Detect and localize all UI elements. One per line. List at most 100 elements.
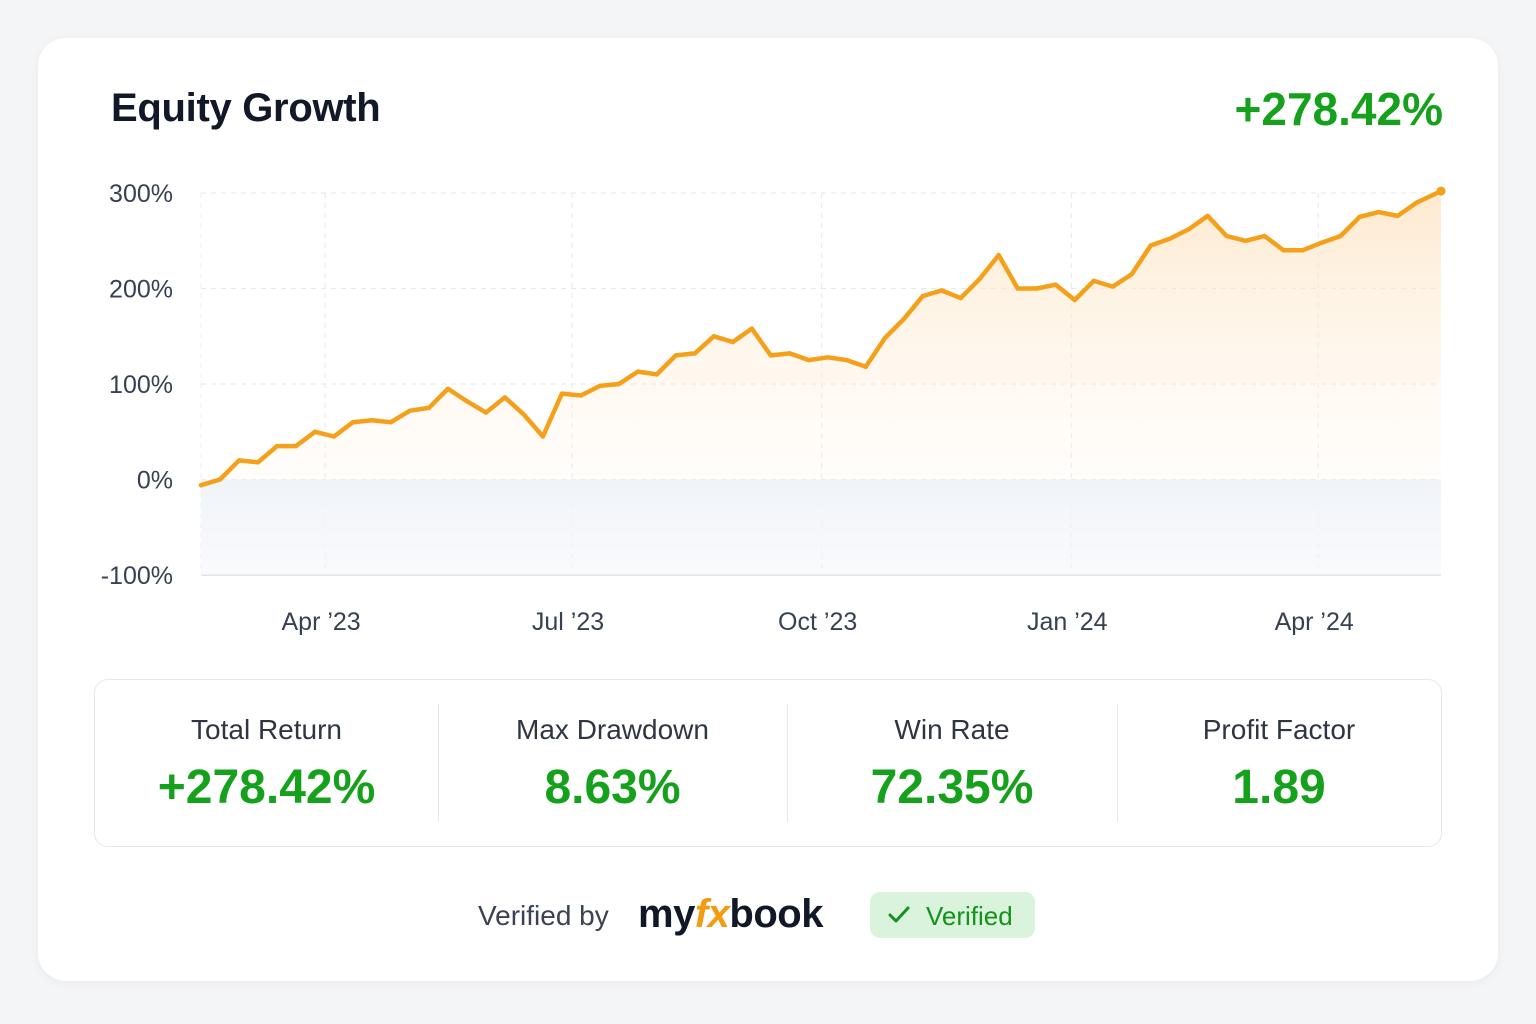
data-point: [1281, 248, 1286, 253]
below-zero-shade: [201, 479, 1441, 575]
y-tick-label: 200%: [109, 276, 173, 304]
y-tick-label: 300%: [109, 180, 173, 208]
x-tick-label: Jul ’23: [532, 608, 604, 636]
data-point: [559, 391, 565, 396]
data-point: [426, 405, 432, 411]
check-icon: [888, 906, 910, 923]
data-point: [882, 336, 887, 341]
data-point: [388, 420, 394, 425]
data-point: [1395, 213, 1400, 219]
data-point: [806, 357, 811, 363]
data-point: [540, 434, 546, 439]
equity-area: [201, 191, 1441, 486]
chart-title: Equity Growth: [111, 86, 381, 130]
data-point: [825, 355, 830, 360]
data-point: [749, 326, 754, 331]
stat-max-drawdown: Max Drawdown 8.63%: [438, 680, 787, 846]
stat-value: 72.35%: [870, 761, 1034, 814]
data-point: [1129, 272, 1134, 277]
verified-by-text: Verified by: [478, 900, 609, 931]
end-point: [1436, 186, 1446, 196]
data-point: [350, 420, 356, 425]
stat-label: Profit Factor: [1202, 714, 1356, 745]
data-point: [1224, 233, 1229, 239]
data-point: [521, 412, 527, 417]
data-point: [1243, 238, 1248, 243]
data-point: [958, 295, 963, 301]
x-tick-label: Jan ’24: [1027, 608, 1108, 636]
data-point: [1053, 282, 1058, 287]
stat-win-rate: Win Rate 72.35%: [787, 680, 1117, 846]
x-tick-label: Apr ’23: [282, 608, 361, 636]
stat-value: 1.89: [1232, 761, 1326, 814]
data-point: [1167, 236, 1172, 241]
data-point: [768, 353, 773, 358]
verification-footer: Verified by myfxbook Verified: [38, 892, 1498, 940]
y-tick-label: 100%: [109, 371, 173, 399]
stat-label: Total Return: [191, 714, 342, 745]
data-point: [255, 460, 261, 465]
equity-line: [198, 188, 1444, 488]
data-point: [730, 339, 735, 345]
data-point: [996, 252, 1001, 258]
data-point: [692, 351, 697, 356]
data-point: [274, 443, 280, 449]
data-point: [198, 483, 204, 488]
x-tick-label: Oct ’23: [778, 608, 857, 636]
logo-part-fx: fx: [694, 892, 730, 936]
headline-return: +278.42%: [1234, 83, 1443, 135]
data-point: [863, 364, 868, 369]
data-point: [597, 383, 603, 389]
data-point: [711, 334, 716, 339]
data-point: [445, 386, 451, 391]
data-point: [1034, 286, 1039, 291]
stats-panel: Total Return +278.42% Max Drawdown 8.63%…: [94, 679, 1442, 847]
data-point: [1338, 233, 1343, 239]
data-point: [312, 429, 318, 434]
data-point: [1262, 233, 1267, 239]
verified-badge: Verified: [870, 892, 1035, 938]
data-point: [1205, 213, 1210, 219]
data-point: [1091, 278, 1096, 284]
logo-part-my: my: [638, 892, 695, 936]
stat-label: Win Rate: [894, 714, 1010, 745]
data-point: [1300, 248, 1305, 253]
equity-card: Equity Growth +278.42% 300% 200% 100% 0% -10…: [38, 38, 1498, 981]
data-point: [654, 372, 659, 377]
data-point: [1357, 214, 1362, 220]
data-point: [502, 395, 508, 400]
myfxbook-logo[interactable]: myfxbook: [638, 892, 823, 937]
data-point: [1319, 240, 1324, 245]
y-tick-label: -100%: [101, 562, 173, 590]
data-point: [901, 316, 906, 322]
badge-text: Verified: [926, 901, 1013, 931]
stat-label: Max Drawdown: [516, 714, 709, 745]
data-point: [293, 443, 299, 449]
data-point: [1110, 284, 1115, 289]
data-point: [635, 369, 640, 374]
stat-profit-factor: Profit Factor 1.89: [1117, 680, 1441, 846]
data-point: [1072, 297, 1077, 303]
data-point: [1148, 243, 1153, 248]
data-point: [616, 381, 622, 387]
equity-chart: 300% 200% 100% 0% -100% Apr ’23 Jul ’23 Oct ’23…: [101, 180, 1446, 636]
data-point: [369, 418, 375, 423]
data-point: [939, 288, 944, 293]
data-point: [673, 353, 678, 358]
data-point: [977, 276, 982, 282]
stat-total-return: Total Return +278.42%: [95, 680, 438, 846]
data-point: [844, 357, 849, 363]
data-point: [578, 393, 584, 398]
data-point: [236, 458, 242, 463]
data-point: [217, 477, 223, 482]
data-point: [920, 293, 925, 299]
data-point: [1414, 200, 1419, 205]
data-point: [464, 399, 470, 404]
data-point: [1015, 286, 1020, 291]
data-point: [1376, 209, 1381, 215]
data-point: [1186, 227, 1191, 232]
y-tick-label: 0%: [137, 467, 173, 495]
data-point: [331, 434, 337, 439]
stat-value: 8.63%: [544, 761, 681, 814]
data-point: [787, 351, 792, 356]
